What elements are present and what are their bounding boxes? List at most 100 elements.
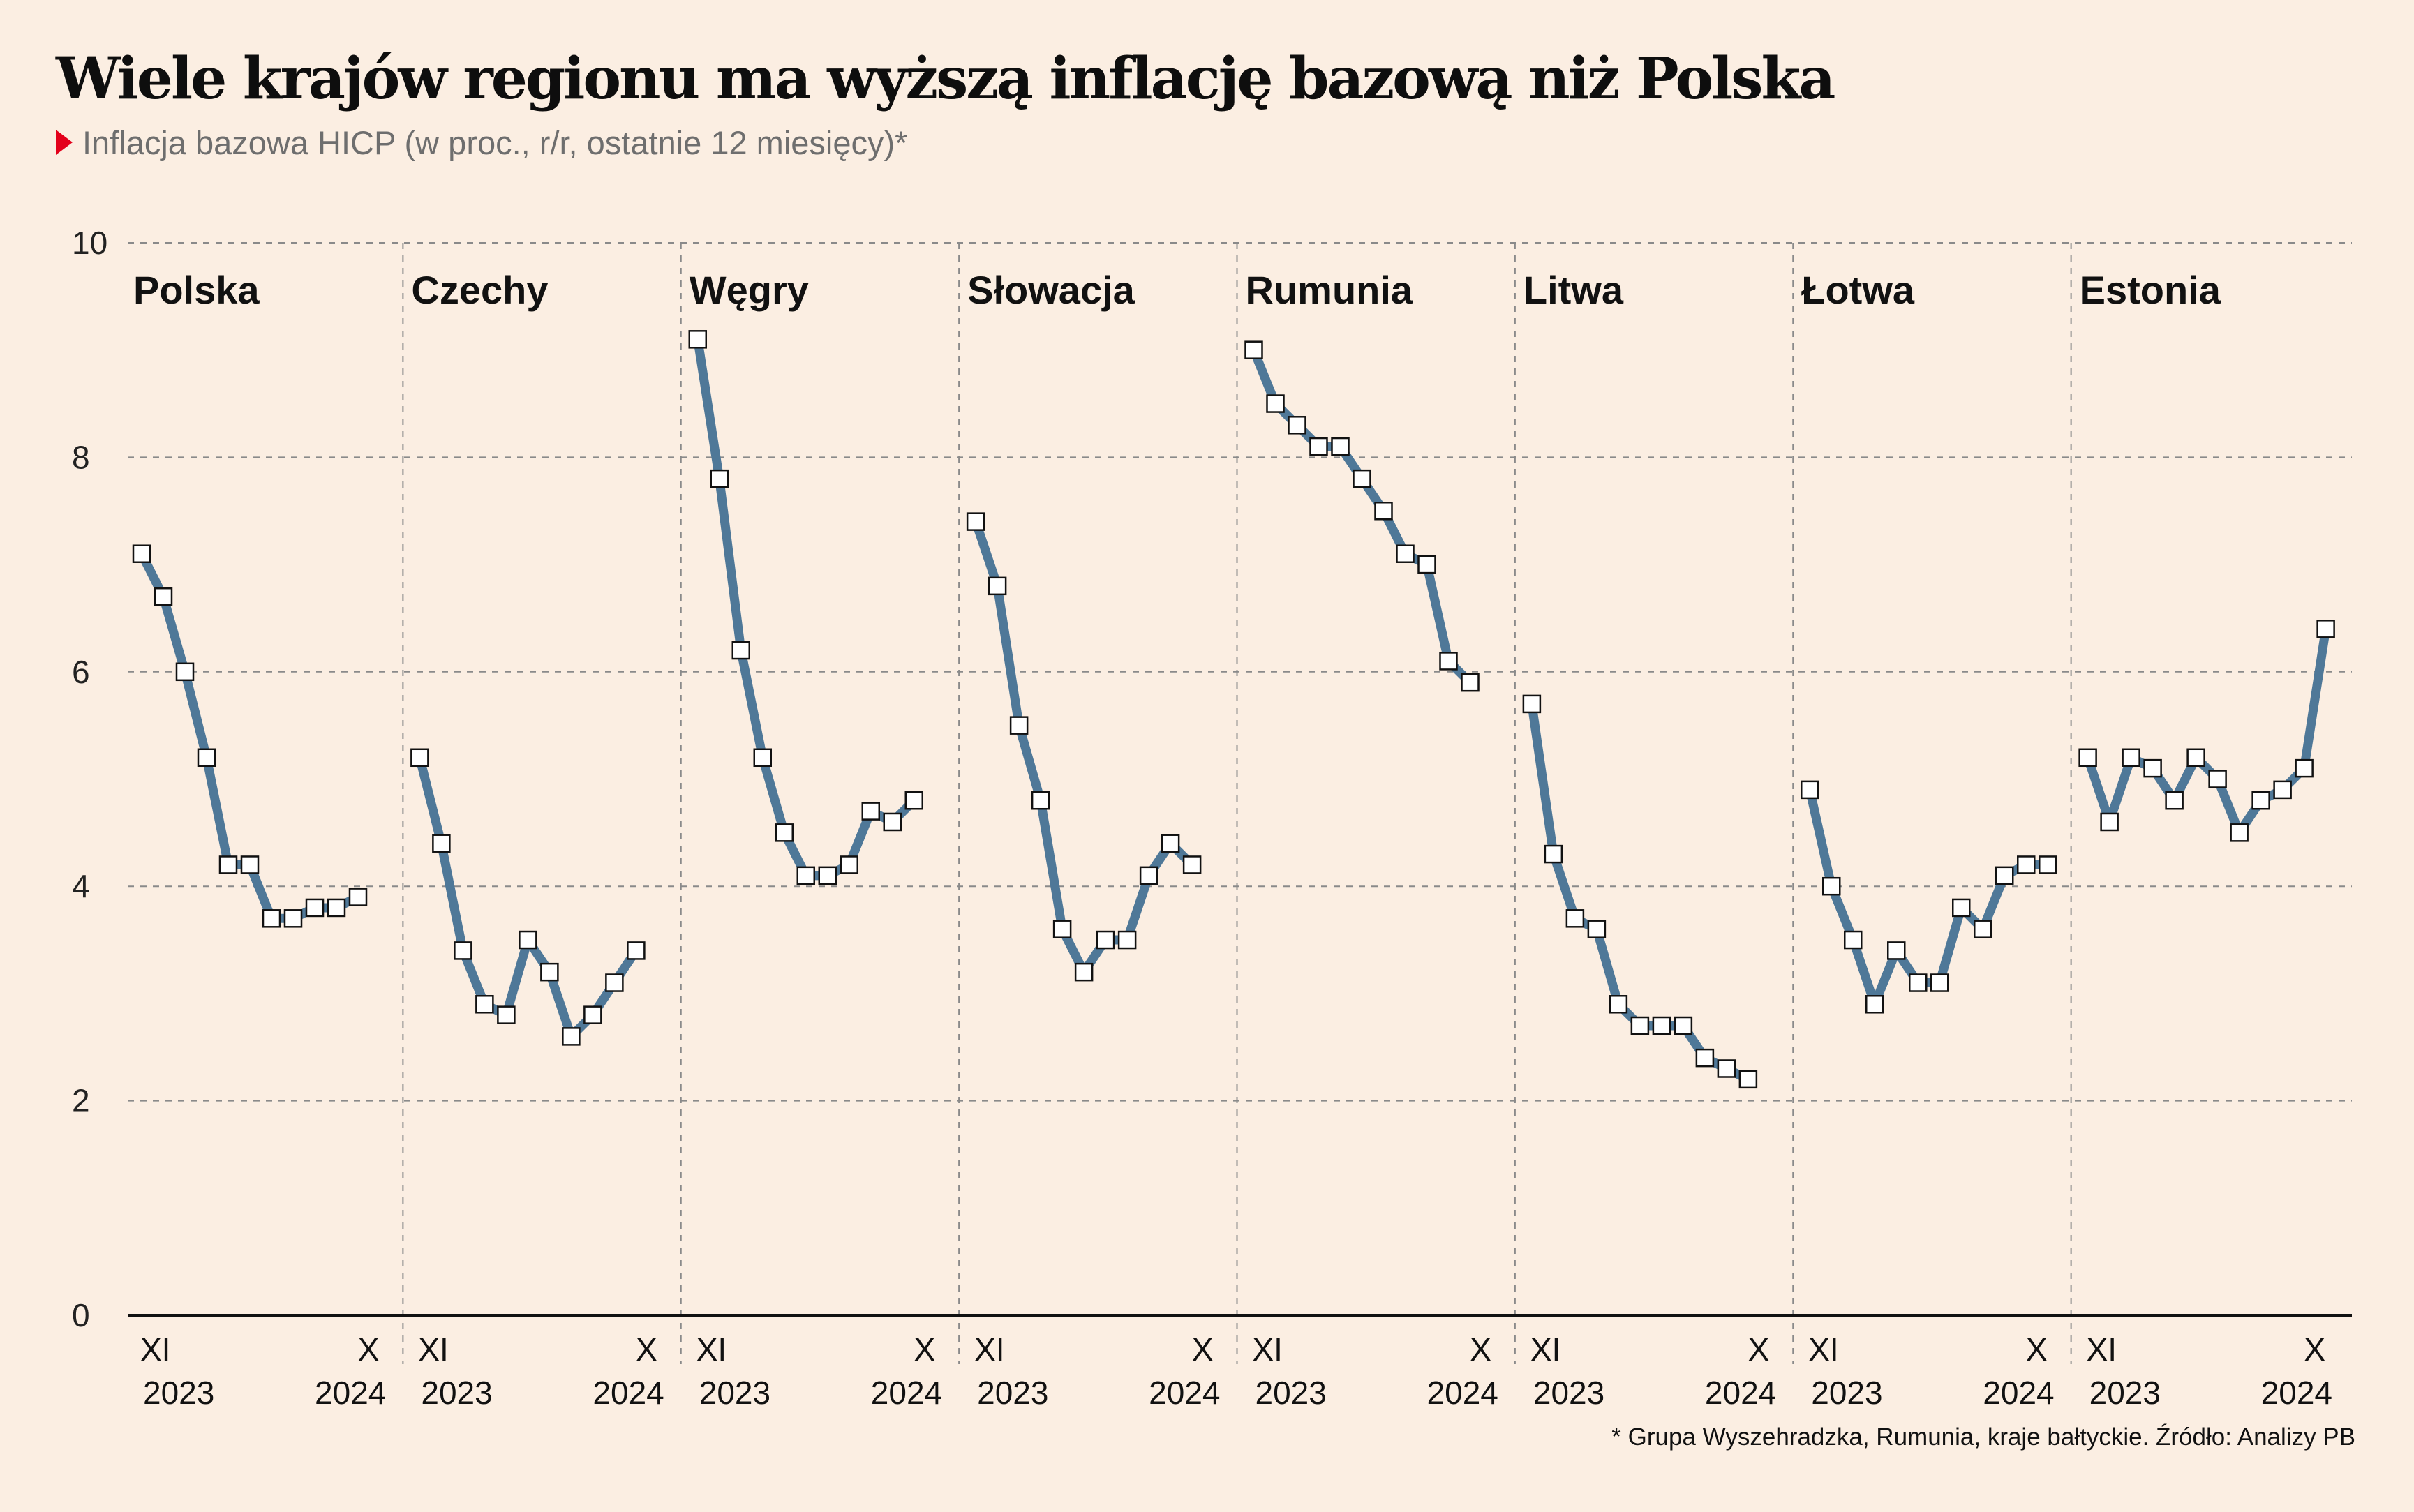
x-tick-end: X: [914, 1331, 935, 1368]
data-point: [2230, 823, 2249, 842]
x-year-end: 2024: [871, 1375, 942, 1411]
x-tick-start: XI: [418, 1331, 448, 1368]
x-tick-start: XI: [1530, 1331, 1560, 1368]
subtitle-row: Inflacja bazowa HICP (w proc., r/r, osta…: [56, 121, 907, 163]
data-point: [218, 855, 238, 874]
series-line: [415, 753, 641, 1041]
data-point: [132, 544, 151, 563]
x-tick-start: XI: [696, 1331, 727, 1368]
data-point: [1587, 920, 1607, 938]
data-point: [1652, 1016, 1671, 1035]
data-point: [1952, 898, 1971, 918]
series-line: [971, 517, 1197, 977]
data-point: [519, 930, 537, 950]
data-point: [283, 909, 303, 928]
series-line: [1805, 785, 2052, 1009]
series-line: [693, 334, 919, 881]
x-tick-end: X: [1748, 1331, 1770, 1368]
x-year-start: 2023: [421, 1375, 492, 1411]
data-point: [240, 855, 260, 874]
data-point: [605, 973, 624, 992]
data-point: [1461, 673, 1480, 692]
data-point: [1139, 866, 1158, 885]
data-point: [475, 995, 494, 1014]
chart-subtitle: Inflacja bazowa HICP (w proc., r/r, osta…: [82, 123, 908, 161]
chart-title: Wiele krajów regionu ma wyższą inflację …: [56, 45, 1835, 112]
source-note: * Grupa Wyszehradzka, Rumunia, kraje bał…: [1611, 1423, 2355, 1451]
data-point: [2143, 758, 2162, 778]
x-year-start: 2023: [1811, 1375, 1882, 1411]
panel-title: Estonia: [2080, 268, 2221, 312]
x-tick-end: X: [2026, 1331, 2048, 1368]
x-tick-end: X: [636, 1331, 657, 1368]
data-point: [2078, 748, 2097, 768]
panel-title: Rumunia: [1246, 268, 1413, 312]
data-point: [1738, 1070, 1758, 1089]
data-point: [1353, 469, 1371, 488]
data-point: [1522, 694, 1542, 714]
data-point: [1288, 416, 1306, 435]
data-point: [348, 888, 368, 906]
data-point: [1974, 920, 1992, 938]
data-point: [1052, 920, 1072, 938]
x-tick-end: X: [1192, 1331, 1214, 1368]
data-point: [1630, 1016, 1650, 1035]
x-tick-start: XI: [140, 1331, 170, 1368]
data-point: [2208, 770, 2227, 788]
y-tick-label: 10: [72, 225, 107, 261]
x-year-end: 2024: [593, 1375, 664, 1411]
x-year-start: 2023: [699, 1375, 770, 1411]
data-point: [1439, 652, 1458, 671]
x-year-end: 2024: [315, 1375, 386, 1411]
x-year-end: 2024: [2261, 1375, 2332, 1411]
data-point: [1695, 1048, 1715, 1068]
data-point: [988, 576, 1007, 596]
data-point: [583, 1005, 602, 1024]
triangle-marker-icon: [56, 130, 73, 155]
x-tick-start: XI: [974, 1331, 1004, 1368]
series-line: [2083, 624, 2331, 837]
data-point: [627, 941, 646, 960]
data-point: [262, 909, 281, 928]
data-point: [2186, 748, 2205, 768]
data-point: [1309, 437, 1328, 456]
data-point: [1096, 930, 1115, 950]
data-point: [1331, 437, 1350, 456]
data-point: [710, 469, 729, 488]
data-point: [1266, 394, 1285, 413]
x-year-start: 2023: [1533, 1375, 1604, 1411]
data-point: [1909, 973, 1928, 992]
data-point: [1822, 876, 1841, 896]
data-point: [731, 641, 750, 660]
data-point: [796, 866, 815, 885]
data-point: [2017, 855, 2036, 874]
data-point: [1009, 716, 1029, 735]
data-point: [327, 898, 346, 918]
data-point: [688, 330, 707, 349]
x-tick-start: XI: [1253, 1331, 1283, 1368]
data-point: [175, 662, 195, 682]
data-point: [1865, 995, 1884, 1014]
data-point: [2100, 812, 2119, 832]
data-point: [1544, 844, 1563, 864]
data-point: [2165, 791, 2184, 810]
data-point: [562, 1027, 581, 1046]
y-tick-label: 2: [72, 1083, 90, 1119]
data-point: [454, 941, 472, 960]
panel-title: Węgry: [690, 268, 809, 312]
data-point: [1565, 909, 1585, 928]
data-point: [2122, 748, 2140, 768]
data-point: [1182, 855, 1202, 874]
data-point: [1417, 555, 1436, 574]
data-point: [540, 962, 559, 982]
y-tick-label: 8: [72, 439, 90, 475]
x-year-start: 2023: [143, 1375, 214, 1411]
data-point: [432, 834, 451, 853]
data-point: [1674, 1016, 1693, 1035]
data-point: [1374, 502, 1393, 521]
x-year-end: 2024: [1705, 1375, 1776, 1411]
y-tick-label: 0: [72, 1297, 90, 1333]
x-year-end: 2024: [1427, 1375, 1498, 1411]
data-point: [818, 866, 837, 885]
data-point: [2251, 791, 2270, 810]
